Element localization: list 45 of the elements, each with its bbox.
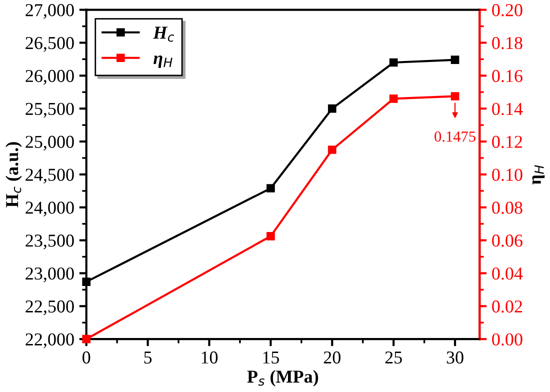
x-tick-label: 15: [263, 351, 280, 364]
y2-tick-label: 0.00: [492, 333, 522, 346]
y2-tick-label: 0.04: [492, 267, 523, 280]
y2-tick-label: 0.02: [492, 300, 522, 313]
y-tick-label: 25,000: [26, 136, 74, 151]
y2-tick-label: 0.20: [492, 4, 522, 16]
x-tick-label: 10: [202, 351, 218, 364]
y-axis-title: H$_{c}$ (a.u.): [6, 142, 22, 208]
point: [82, 278, 91, 286]
x-tick-label: 30: [446, 351, 464, 364]
y-tick-label: 24,000: [26, 202, 74, 216]
y2-tick-label: 0.18: [492, 36, 522, 50]
point: [389, 94, 398, 103]
y2-tick-label: 0.16: [492, 70, 522, 82]
annotation: 0.1475: [434, 131, 476, 142]
y-tick-label: 25,500: [26, 102, 74, 118]
y2-axis-title: η$_{H}$: [532, 165, 545, 184]
point: [266, 232, 275, 240]
point: [82, 334, 91, 344]
x-tick-label: 20: [324, 351, 340, 364]
y2-tick-label: 0.08: [492, 202, 522, 214]
y-tick-label: 22,000: [26, 333, 74, 348]
point: [266, 184, 275, 192]
y-tick-label: 22,500: [26, 300, 74, 316]
y-tick-label: 26,500: [26, 36, 74, 52]
x-axis-title: P$_{s}$ (MPa): [247, 370, 318, 386]
point: [389, 58, 398, 67]
y-tick-label: 27,000: [26, 4, 74, 19]
point: [450, 56, 460, 64]
y-tick-label: 24,500: [26, 168, 74, 184]
y2-tick-label: 0.12: [492, 136, 522, 148]
y2-tick-label: 0.10: [492, 168, 522, 181]
x-tick-label: 5: [144, 352, 152, 364]
point: [328, 146, 336, 154]
y-tick-label: 23,500: [26, 234, 74, 250]
y-tick-label: 23,000: [26, 267, 74, 282]
legend-label: η$_{H}$: [154, 56, 172, 68]
legend-label: H$_{c}$: [153, 26, 174, 42]
y2-tick-label: 0.14: [492, 102, 523, 116]
x-tick-label: 25: [385, 351, 402, 364]
y-tick-label: 26,000: [26, 70, 74, 85]
point: [450, 92, 460, 100]
point: [328, 104, 336, 113]
x-tick-label: 0: [82, 351, 90, 364]
y2-tick-label: 0.06: [492, 234, 522, 247]
